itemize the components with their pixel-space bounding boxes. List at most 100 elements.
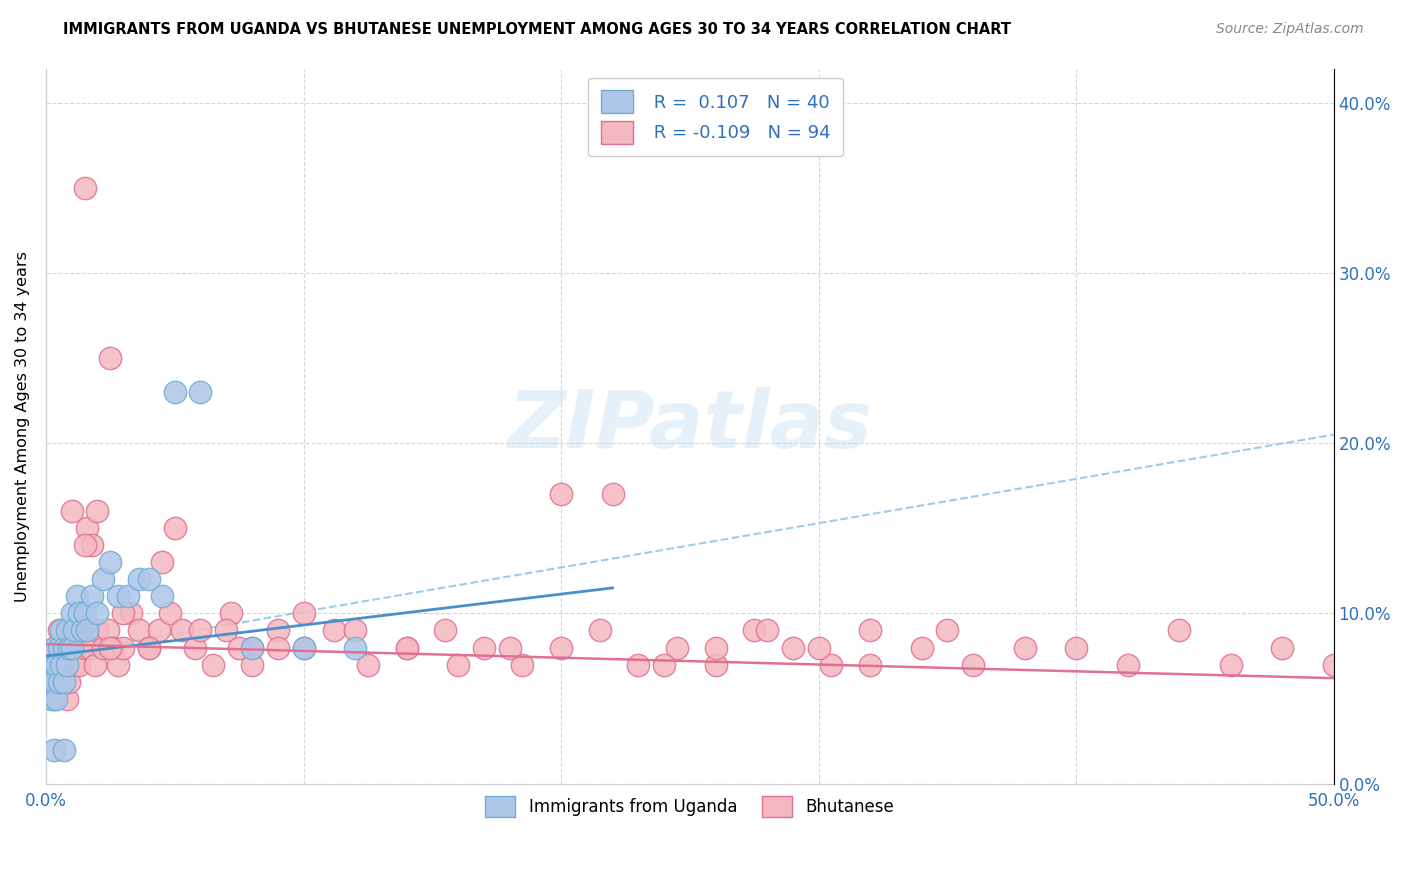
Point (128, 573, 150, 587)
Point (159, 607, 181, 621)
Point (107, 657, 129, 672)
Point (512, 657, 534, 672)
Point (63, 657, 86, 672)
Point (1168, 624, 1191, 638)
Point (101, 640, 124, 655)
Point (82, 538, 104, 552)
Point (343, 624, 366, 638)
Point (1014, 640, 1036, 655)
Point (86, 624, 108, 638)
Point (48, 624, 70, 638)
Point (51, 624, 73, 638)
Point (184, 640, 207, 655)
Point (859, 657, 882, 672)
Point (112, 607, 135, 621)
Point (51, 657, 73, 672)
Point (859, 624, 882, 638)
Point (42, 742, 65, 756)
Point (117, 590, 139, 604)
Y-axis label: Unemployment Among Ages 30 to 34 years: Unemployment Among Ages 30 to 34 years (15, 251, 30, 601)
Point (190, 385, 212, 400)
Point (962, 657, 984, 672)
Point (53, 640, 76, 655)
Point (53, 657, 76, 672)
Point (807, 640, 830, 655)
Point (240, 640, 263, 655)
Point (91, 640, 114, 655)
Point (323, 624, 346, 638)
Point (39, 691, 62, 706)
Point (76, 624, 98, 638)
Point (652, 657, 675, 672)
Point (1219, 657, 1241, 672)
Point (98, 640, 121, 655)
Point (163, 385, 186, 400)
Point (357, 657, 380, 672)
Point (38, 657, 60, 672)
Point (820, 657, 842, 672)
Point (704, 640, 727, 655)
Point (79, 640, 101, 655)
Point (292, 640, 315, 655)
Point (292, 607, 315, 621)
Point (55, 657, 77, 672)
Point (240, 640, 263, 655)
Point (782, 640, 804, 655)
Point (395, 640, 418, 655)
Point (48, 674, 70, 689)
Point (498, 640, 520, 655)
Point (1271, 640, 1294, 655)
Point (86, 607, 108, 621)
Point (395, 640, 418, 655)
Point (138, 640, 160, 655)
Point (69, 607, 91, 621)
Point (215, 624, 238, 638)
Point (73, 640, 96, 655)
Point (602, 487, 624, 501)
Point (138, 573, 160, 587)
Point (63, 624, 86, 638)
Point (936, 624, 959, 638)
Point (42, 691, 65, 706)
Point (86, 504, 108, 518)
Point (172, 624, 194, 638)
Point (434, 624, 457, 638)
Point (240, 657, 263, 672)
Point (704, 657, 727, 672)
Point (45, 674, 67, 689)
Point (472, 640, 495, 655)
Point (202, 657, 225, 672)
Point (48, 657, 70, 672)
Point (447, 657, 470, 672)
Point (53, 742, 76, 756)
Point (589, 624, 612, 638)
Point (128, 624, 150, 638)
Point (112, 640, 135, 655)
Point (148, 624, 170, 638)
Point (627, 657, 650, 672)
Point (45, 657, 67, 672)
Point (45, 691, 67, 706)
Point (150, 590, 173, 604)
Point (267, 624, 290, 638)
Point (53, 640, 76, 655)
Point (756, 624, 779, 638)
Point (343, 640, 366, 655)
Point (73, 538, 96, 552)
Point (73, 180, 96, 194)
Point (42, 640, 65, 655)
Point (83, 657, 105, 672)
Point (742, 624, 765, 638)
Text: IMMIGRANTS FROM UGANDA VS BHUTANESE UNEMPLOYMENT AMONG AGES 30 TO 34 YEARS CORRE: IMMIGRANTS FROM UGANDA VS BHUTANESE UNEM… (63, 22, 1011, 37)
Point (42, 640, 65, 655)
Point (60, 607, 83, 621)
Point (91, 573, 114, 587)
Point (76, 521, 98, 535)
Point (60, 640, 83, 655)
Point (60, 640, 83, 655)
Point (55, 657, 77, 672)
Point (51, 674, 73, 689)
Point (39, 674, 62, 689)
Legend: Immigrants from Uganda, Bhutanese: Immigrants from Uganda, Bhutanese (477, 788, 903, 825)
Point (267, 640, 290, 655)
